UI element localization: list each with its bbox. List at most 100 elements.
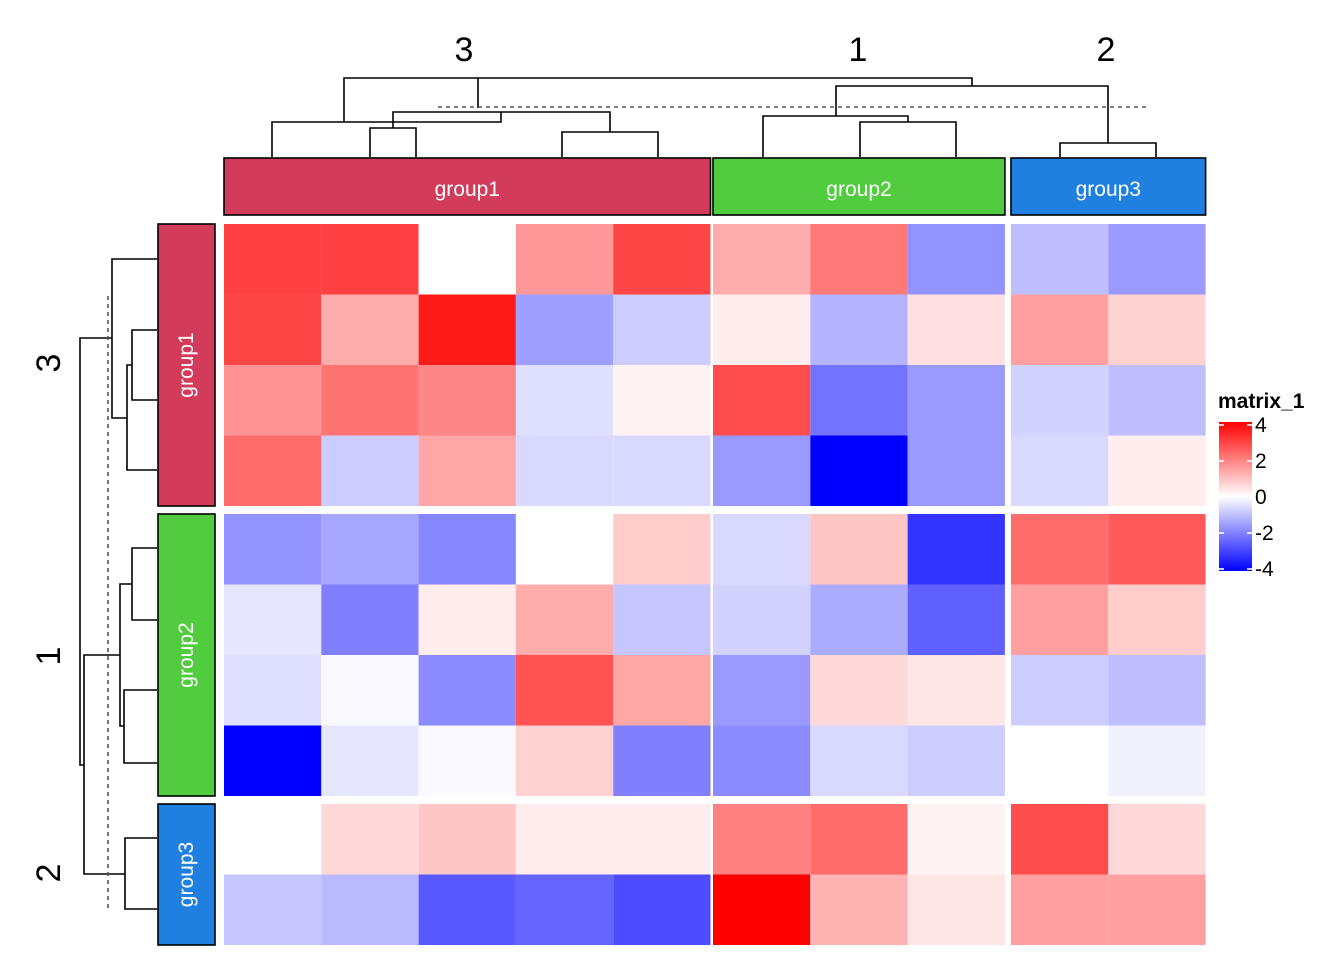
heatmap-cell (907, 874, 1005, 945)
heatmap-cell (1108, 725, 1206, 796)
row-cluster-label: 2 (30, 864, 68, 883)
heatmap-cell (418, 514, 516, 585)
row-dendrogram-branch (131, 547, 157, 621)
group-annotation-layer: group1 group2 group3 group1 group2 group3 (157, 157, 1207, 946)
column-cluster-label: 3 (455, 31, 474, 69)
heatmap-cell (418, 294, 516, 365)
heatmap-cell (713, 804, 811, 875)
row-group-bar (157, 223, 216, 507)
heatmap-cell (321, 725, 419, 796)
heatmap-cell (810, 874, 908, 945)
heatmap-cell (713, 514, 811, 585)
row-dendrogram-branch (79, 337, 112, 766)
legend-tick-label: -2 (1255, 522, 1274, 545)
heatmap-cell-layer (224, 224, 1206, 945)
column-dendrogram-branch (369, 127, 417, 157)
legend-tick-label: -4 (1255, 558, 1274, 581)
heatmap-cell (613, 655, 711, 726)
column-group-label: group3 (1076, 178, 1141, 201)
heatmap-cell (1011, 514, 1109, 585)
heatmap-cell (810, 224, 908, 295)
heatmap-cell (224, 514, 322, 585)
heatmap-cell (224, 584, 322, 655)
heatmap-cell (713, 224, 811, 295)
heatmap-cell (907, 365, 1005, 436)
heatmap-cell (1108, 874, 1206, 945)
heatmap-cell (418, 725, 516, 796)
heatmap-cell (613, 804, 711, 875)
heatmap-cell (224, 365, 322, 436)
legend-color-bar (1219, 422, 1252, 571)
heatmap-cell (224, 874, 322, 945)
heatmap-cell (613, 584, 711, 655)
heatmap-cell (810, 804, 908, 875)
heatmap-cell (713, 365, 811, 436)
heatmap-cell (613, 874, 711, 945)
heatmap-cell (613, 725, 711, 796)
heatmap-cell (515, 224, 614, 295)
heatmap-cell (613, 514, 711, 585)
heatmap-cell (1011, 224, 1109, 295)
heatmap-cell (224, 804, 322, 875)
heatmap-cell (418, 365, 516, 436)
column-group-bar (1010, 157, 1207, 216)
heatmap-cell (713, 874, 811, 945)
heatmap-cell (907, 725, 1005, 796)
row-dendrogram-branch (83, 654, 125, 875)
heatmap-cell (515, 874, 614, 945)
heatmap-cell (907, 804, 1005, 875)
heatmap-cell (418, 655, 516, 726)
heatmap-cell (1108, 224, 1206, 295)
heatmap-cell (1011, 584, 1109, 655)
heatmap-cell (1108, 435, 1206, 506)
row-cluster-label: 3 (30, 354, 68, 373)
row-dendrogram-branch (131, 329, 157, 401)
heatmap-cell (418, 435, 516, 506)
row-dendrogram-branch (111, 258, 157, 419)
legend-title: matrix_1 (1218, 390, 1305, 413)
heatmap-cell (1108, 294, 1206, 365)
column-dendrogram-branch (271, 112, 502, 157)
heatmap-cell (1011, 435, 1109, 506)
heatmap-cell (515, 435, 614, 506)
heatmap-cell (224, 725, 322, 796)
row-group-label: group3 (175, 842, 198, 907)
heatmap-cell (810, 725, 908, 796)
row-dendrogram-branch (123, 689, 157, 764)
heatmap-cell (613, 435, 711, 506)
row-group-label: group2 (175, 622, 198, 687)
heatmap-cell (810, 655, 908, 726)
row-dendrogram-branch (119, 583, 132, 727)
dendrogram-layer (79, 77, 1157, 912)
color-legend: matrix_1 4 2 0 -2 -4 (1218, 390, 1305, 581)
column-group-bar (712, 157, 1006, 216)
heatmap-cell (907, 224, 1005, 295)
heatmap-cell (224, 224, 322, 295)
heatmap-cell (1011, 804, 1109, 875)
heatmap-cell (321, 874, 419, 945)
cluster-label-layer: 3 1 2 3 1 2 (30, 31, 1115, 882)
heatmap-cell (713, 655, 811, 726)
heatmap-cell (321, 224, 419, 295)
heatmap-cell (1108, 655, 1206, 726)
heatmap-cell (321, 435, 419, 506)
heatmap-cell (713, 435, 811, 506)
heatmap-cell (810, 584, 908, 655)
heatmap-cell (613, 224, 711, 295)
heatmap-cell (1011, 655, 1109, 726)
legend-tick-label: 2 (1255, 450, 1267, 473)
heatmap-cell (224, 435, 322, 506)
heatmap-cell (907, 435, 1005, 506)
heatmap-cell (515, 725, 614, 796)
column-dendrogram-branch (561, 131, 659, 157)
heatmap-cell (1011, 365, 1109, 436)
heatmap-cell (713, 294, 811, 365)
column-dendrogram-branch (343, 77, 973, 122)
heatmap-cell (810, 435, 908, 506)
column-dendrogram-branch (859, 121, 957, 157)
column-cluster-label: 1 (849, 31, 868, 69)
heatmap-cell (1108, 584, 1206, 655)
heatmap-cell (515, 584, 614, 655)
column-group-label: group1 (435, 178, 500, 201)
heatmap-cell (1108, 804, 1206, 875)
